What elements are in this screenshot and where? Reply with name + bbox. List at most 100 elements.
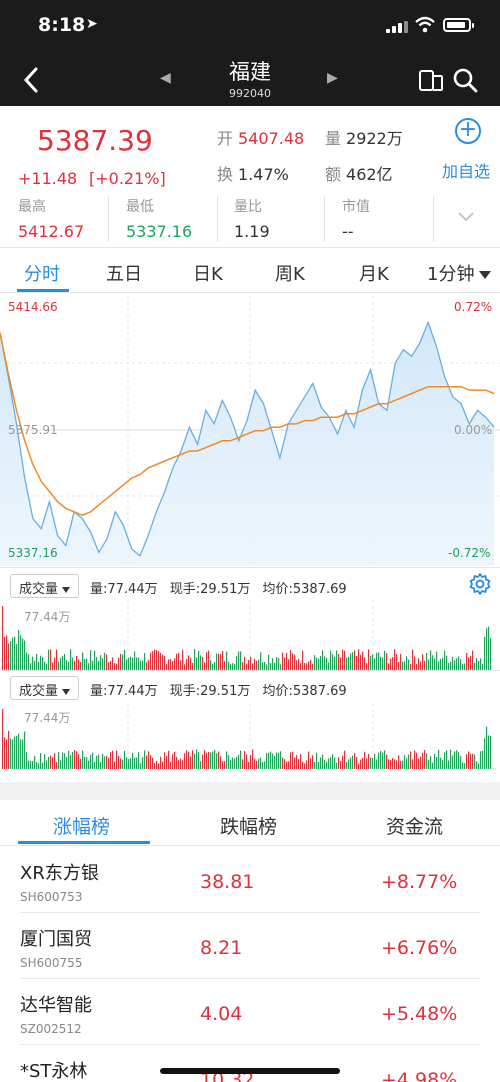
previous-stock-button[interactable]: ◀ (160, 70, 171, 86)
volume-bar (476, 761, 478, 769)
volume-bar (396, 654, 398, 670)
battery-icon (443, 18, 474, 32)
volume-bar (238, 754, 240, 769)
indicator-selector[interactable]: 成交量 (10, 676, 80, 700)
volume-bar (26, 652, 28, 670)
volume-value: 2922万 (346, 129, 403, 148)
search-icon[interactable] (451, 66, 479, 94)
volume-bar (198, 650, 200, 670)
volume-bar (382, 752, 384, 769)
volume-bar (28, 760, 30, 769)
volume-bar (30, 663, 32, 670)
volume-bar (6, 739, 8, 769)
volume-bar (482, 663, 484, 670)
tab-weekly-k[interactable]: 周K (275, 264, 305, 285)
settings-gear-icon[interactable] (468, 572, 492, 596)
volume-bar (12, 637, 14, 670)
volume-bar (104, 652, 106, 670)
volume-bar (292, 653, 294, 670)
stats-row: 最高 5412.67 最低 5337.16 量比 1.19 市值 -- (0, 196, 500, 244)
list-item[interactable]: *ST永林 10.32 +4.98% (0, 1045, 500, 1082)
stat-high: 最高 5412.67 (18, 196, 84, 244)
tab-top-gainers[interactable]: 涨幅榜 (53, 816, 111, 838)
volume-bar (136, 757, 138, 769)
tab-minute-period[interactable]: 1分钟 (427, 260, 492, 286)
tab-daily-k[interactable]: 日K (193, 264, 223, 285)
volume-bar (240, 750, 242, 769)
volume-bar (336, 762, 338, 769)
volume-bar (416, 663, 418, 670)
tab-monthly-k[interactable]: 月K (359, 264, 389, 285)
volume-text: 量:77.44万 (90, 684, 158, 699)
back-button[interactable] (18, 64, 46, 96)
tab-intraday[interactable]: 分时 (24, 264, 60, 285)
volume-bar (116, 663, 118, 670)
divider (20, 912, 480, 913)
volume-bar (42, 762, 44, 769)
volume-bar (130, 656, 132, 670)
volume-bar (268, 752, 270, 769)
chevron-down-icon[interactable] (458, 212, 474, 222)
volume-bar (104, 756, 106, 769)
volume-bar (324, 759, 326, 769)
volume-bar (350, 757, 352, 769)
volume-bar (482, 750, 484, 769)
tab-active-indicator (17, 289, 69, 292)
volume-bar (126, 757, 128, 769)
volume-bar (328, 662, 330, 670)
volume-bar (320, 757, 322, 769)
volume-bar (216, 753, 218, 769)
volume-bar (456, 658, 458, 670)
volume-bar (196, 749, 198, 769)
volume-bar (36, 762, 38, 769)
volume-bar (162, 654, 164, 670)
list-item[interactable]: 厦门国贸 SH600755 8.21 +6.76% (0, 913, 500, 979)
volume-bar (476, 658, 478, 670)
list-item[interactable]: XR东方银 SH600753 38.81 +8.77% (0, 847, 500, 913)
current-price: 5387.39 (37, 124, 153, 157)
volume-bar (444, 650, 446, 670)
volume-bar (420, 661, 422, 670)
tab-top-losers[interactable]: 跌幅榜 (220, 816, 278, 838)
volume-bar (422, 752, 424, 769)
volume-bar (276, 657, 278, 670)
volume-bar (152, 757, 154, 769)
volume-bar (242, 759, 244, 769)
volume-bar (270, 751, 272, 769)
volume-bar (372, 654, 374, 670)
volume-bar (174, 751, 176, 769)
volume-bar (182, 649, 184, 670)
volume-bar (38, 763, 40, 769)
volume-bar (118, 658, 120, 670)
indicator-selector[interactable]: 成交量 (10, 574, 80, 598)
tab-five-day[interactable]: 五日 (106, 264, 142, 285)
volume-bar (54, 657, 56, 670)
volume-bar (484, 636, 486, 670)
volume-bar (344, 750, 346, 769)
volume-bar (204, 750, 206, 769)
volume-bar (406, 656, 408, 670)
volume-bar (248, 660, 250, 670)
volume-bar (288, 761, 290, 769)
list-item[interactable]: 达华智能 SZ002512 4.04 +5.48% (0, 979, 500, 1045)
volume-bar (12, 739, 14, 769)
volume-bar (36, 654, 38, 670)
volume-bar (280, 664, 282, 670)
volume-bar (86, 757, 88, 769)
stat-value: -- (342, 222, 354, 241)
volume-bar (336, 650, 338, 670)
volume-bar (214, 749, 216, 769)
stat-label: 最高 (18, 199, 46, 215)
volume-bar (288, 659, 290, 670)
tab-capital-flow[interactable]: 资金流 (386, 816, 444, 838)
landscape-icon[interactable] (418, 67, 444, 93)
next-stock-button[interactable]: ▶ (327, 70, 338, 86)
volume-bar (86, 659, 88, 670)
volume-bar (190, 657, 192, 670)
volume-bar (96, 657, 98, 670)
volume-bar (332, 754, 334, 769)
add-to-watchlist-button[interactable]: + 加自选 (442, 118, 490, 181)
volume-bar (270, 663, 272, 670)
intraday-chart[interactable]: 5414.66 5375.91 5337.16 0.72% 0.00% -0.7… (0, 296, 500, 566)
volume-bar (470, 753, 472, 769)
